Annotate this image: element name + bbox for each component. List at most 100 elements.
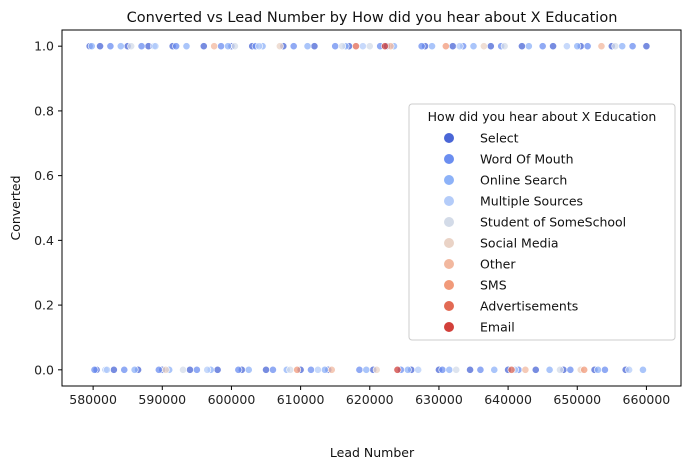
legend-item: Word Of Mouth bbox=[444, 152, 574, 167]
chart-title: Converted vs Lead Number by How did you … bbox=[127, 10, 618, 26]
legend-marker bbox=[444, 322, 454, 332]
data-point bbox=[224, 42, 232, 51]
data-point bbox=[192, 365, 201, 374]
legend-item: Online Search bbox=[444, 173, 567, 188]
legend-label: Select bbox=[480, 131, 519, 146]
legend-marker bbox=[444, 217, 454, 227]
legend-marker bbox=[444, 301, 454, 311]
y-tick-label: 0.8 bbox=[34, 103, 54, 118]
data-point bbox=[403, 365, 412, 374]
legend: How did you hear about X Education Selec… bbox=[408, 103, 676, 341]
legend-label: Social Media bbox=[480, 236, 559, 251]
data-point bbox=[320, 365, 329, 374]
legend-label: Other bbox=[480, 257, 516, 272]
data-point bbox=[289, 42, 298, 51]
data-point bbox=[476, 365, 485, 374]
data-point bbox=[531, 365, 540, 374]
data-point bbox=[639, 365, 647, 374]
data-point bbox=[172, 42, 181, 51]
data-point bbox=[210, 42, 219, 51]
legend-label: Word Of Mouth bbox=[480, 152, 574, 167]
legend-item: Select bbox=[444, 131, 519, 146]
data-point bbox=[417, 42, 426, 51]
data-point bbox=[244, 365, 253, 374]
x-tick-label: 650000 bbox=[553, 392, 601, 407]
data-point bbox=[109, 365, 118, 374]
legend-label: Student of SomeSchool bbox=[480, 215, 626, 230]
data-point bbox=[486, 42, 495, 51]
y-tick-label: 0.4 bbox=[34, 233, 54, 248]
x-tick-label: 660000 bbox=[623, 392, 671, 407]
data-point bbox=[327, 365, 336, 374]
y-axis-label: Converted bbox=[8, 175, 23, 240]
y-axis: 0.0 0.2 0.4 0.6 0.8 1.0 bbox=[34, 39, 62, 377]
y-tick-label: 0.0 bbox=[34, 362, 54, 377]
data-point bbox=[628, 42, 637, 51]
data-point bbox=[618, 42, 627, 51]
plot-points bbox=[85, 42, 651, 374]
legend-item: Student of SomeSchool bbox=[444, 215, 626, 230]
legend-marker bbox=[444, 280, 454, 290]
legend-items: Select Word Of Mouth Online Search Multiple… bbox=[444, 131, 626, 335]
data-point bbox=[262, 365, 270, 374]
data-point bbox=[307, 365, 315, 374]
data-point bbox=[538, 42, 547, 51]
y-tick-label: 0.6 bbox=[34, 168, 54, 183]
data-point bbox=[601, 365, 609, 374]
data-point bbox=[566, 365, 575, 374]
legend-box bbox=[408, 103, 676, 341]
data-point bbox=[154, 365, 163, 374]
data-point bbox=[642, 42, 651, 51]
data-point bbox=[182, 42, 191, 51]
data-point bbox=[286, 365, 295, 374]
data-point bbox=[479, 42, 488, 51]
data-point bbox=[414, 365, 423, 374]
data-point bbox=[583, 42, 592, 51]
data-point bbox=[580, 365, 589, 374]
data-point bbox=[87, 42, 96, 51]
data-point bbox=[331, 42, 340, 51]
data-point bbox=[120, 365, 129, 374]
data-point bbox=[269, 365, 277, 374]
data-point bbox=[186, 365, 194, 374]
data-point bbox=[151, 42, 160, 51]
data-point bbox=[549, 42, 557, 51]
legend-label: Email bbox=[480, 320, 515, 335]
data-point bbox=[393, 365, 402, 374]
data-point bbox=[428, 42, 436, 51]
data-point bbox=[556, 365, 564, 374]
data-point bbox=[231, 42, 239, 51]
data-point bbox=[310, 42, 319, 51]
data-point bbox=[213, 365, 222, 374]
legend-marker bbox=[444, 154, 454, 164]
data-point bbox=[445, 365, 454, 374]
data-point bbox=[594, 365, 602, 374]
x-axis: 580000 590000 600000 610000 620000 630000 6400… bbox=[69, 386, 670, 407]
legend-item: Email bbox=[444, 320, 515, 335]
data-point bbox=[372, 365, 381, 374]
data-point bbox=[500, 42, 509, 51]
y-tick-label: 1.0 bbox=[34, 39, 54, 54]
data-point bbox=[358, 42, 367, 51]
data-point bbox=[441, 42, 450, 51]
data-point bbox=[103, 365, 111, 374]
data-point bbox=[611, 42, 620, 51]
legend-marker bbox=[444, 133, 454, 143]
x-tick-label: 610000 bbox=[277, 392, 325, 407]
legend-label: Advertisements bbox=[480, 299, 578, 314]
data-point bbox=[234, 365, 243, 374]
data-point bbox=[507, 365, 516, 374]
y-tick-label: 0.2 bbox=[34, 298, 54, 313]
data-point bbox=[521, 365, 530, 374]
data-point bbox=[161, 365, 170, 374]
data-point bbox=[490, 365, 499, 374]
data-point bbox=[275, 42, 284, 51]
legend-marker bbox=[444, 238, 454, 248]
data-point bbox=[355, 365, 364, 374]
data-point bbox=[203, 365, 212, 374]
data-point bbox=[106, 42, 115, 51]
legend-item: Social Media bbox=[444, 236, 559, 251]
data-point bbox=[352, 42, 360, 51]
data-point bbox=[362, 365, 371, 374]
